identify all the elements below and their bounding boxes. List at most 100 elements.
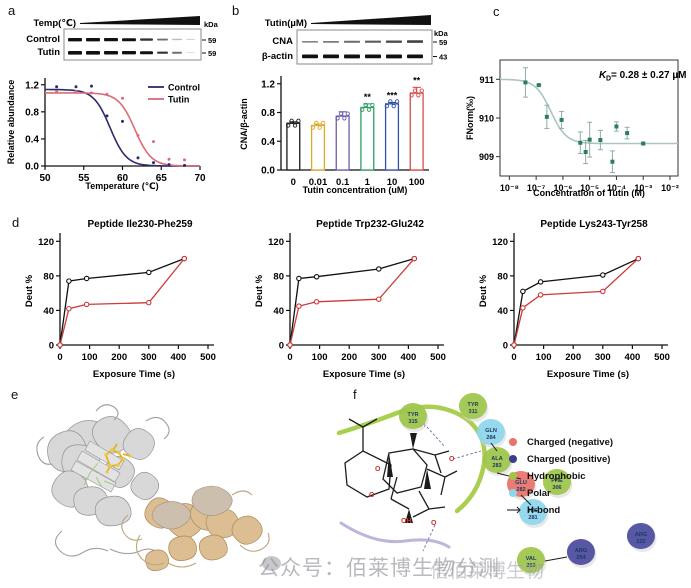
- panel-a-gradient-label: Temp(℃): [34, 18, 76, 29]
- ligand-atoms: [104, 448, 132, 474]
- panel-b-replicate-point: [416, 93, 421, 98]
- svg-text:O: O: [449, 456, 455, 463]
- panel-b-ytick: 0.4: [261, 137, 275, 148]
- panel-c-xtick: 10⁻⁶: [553, 183, 572, 193]
- panel-d-series-line: [513, 258, 639, 346]
- panel-d-ylabel: Deut %: [24, 274, 35, 307]
- panel-b-row-label-1: β-actin: [262, 51, 293, 62]
- panel-d-chart: Peptide Lys243-Tyr258 0 40 80 120 0 100 200 300 4…: [478, 219, 670, 380]
- panel-b-row-kda-0: 59: [439, 38, 447, 47]
- panel-a-data-point: [74, 85, 78, 89]
- protein-domain-catalytic: [36, 404, 170, 557]
- panel-c-xtick: 10⁻⁵: [580, 183, 599, 193]
- panel-b-significance-marker: ***: [387, 90, 398, 100]
- panel-a-ylabel: Relative abundance: [6, 80, 16, 165]
- panel-c-data-point: [577, 131, 583, 155]
- panel-a-data-point: [55, 90, 59, 94]
- panel-c-data-point: [609, 150, 615, 174]
- panel-b-blot-row-actin: β-actin 43: [262, 51, 447, 62]
- panel-c-kd-annotation: K D = 0.28 ± 0.27 µM: [599, 70, 686, 83]
- legend-label: Charged (positive): [527, 454, 610, 465]
- panel-d-data-point: [83, 301, 90, 308]
- panel-a-legend-label-1: Tutin: [168, 95, 189, 105]
- panel-b-bar: [286, 122, 301, 171]
- panel-d-data-point: [511, 342, 517, 348]
- legend-arrow-icon: [507, 506, 521, 514]
- residue-number: 122: [636, 539, 645, 545]
- pocket-contour-lower: [339, 521, 451, 549]
- panel-b-blot-row-cna: CNA 59: [272, 36, 447, 47]
- panel-a-data-point: [121, 119, 124, 123]
- panel-b-bar: [409, 92, 424, 171]
- panel-b-replicate-point: [370, 102, 375, 108]
- panel-d-chart-title: Peptide Ile230-Phe259: [87, 219, 192, 230]
- panel-b-xtick: 1: [365, 177, 371, 188]
- panel-a-xtick: 70: [194, 173, 206, 184]
- panel-b-kda-header: kDa: [434, 29, 449, 38]
- svg-text:O: O: [369, 492, 375, 499]
- panel-c-data-point: [559, 110, 565, 129]
- panel-a-data-point: [167, 157, 171, 161]
- panel-d-xtick: 400: [400, 352, 416, 363]
- panel-b-bar: [384, 103, 400, 171]
- panel-d-data-point: [83, 275, 90, 282]
- panel-c-xtick: 10⁻²: [661, 183, 679, 193]
- panel-a-xlabel: Temperature (℃): [85, 181, 158, 191]
- panel-b-xtick: 0.01: [309, 177, 328, 188]
- panel-d-ytick: 0: [279, 341, 284, 352]
- legend-dot-icon: [509, 455, 517, 463]
- panel-a-data-point: [90, 84, 93, 88]
- panel-b-label: b: [232, 3, 240, 18]
- panel-a-data-point: [90, 91, 93, 95]
- panel-a-data-point: [167, 163, 171, 167]
- panel-b-replicate-point: [317, 125, 322, 130]
- panel-b-ylabel: CNA/β-actin: [239, 98, 249, 150]
- panel-a-data-point: [105, 114, 109, 118]
- panel-c-ylabel: FNorm(‰): [465, 96, 475, 140]
- panel-c: c 909 910 911 10⁻⁸ 10⁻⁷ 10⁻⁶ 10⁻⁵ 10⁻⁴ 10⁻³ 10⁻²…: [460, 0, 691, 200]
- panel-a-row-label-1: Tutin: [37, 47, 60, 58]
- panel-c-data-point: [613, 121, 619, 132]
- panel-d-chart-title: Peptide Trp232-Glu242: [316, 219, 424, 230]
- residue-name: HIS: [528, 508, 538, 514]
- panel-d-ytick: 120: [268, 237, 284, 248]
- panel-d-xlabel: Exposure Time (s): [547, 369, 629, 380]
- panel-a-data-point: [74, 90, 78, 94]
- wechat-icon: [262, 556, 281, 571]
- panel-c-data-point: [522, 67, 528, 98]
- panel-b-replicate-point: [289, 118, 294, 123]
- panel-d-data-point: [600, 288, 606, 295]
- panel-b-replicate-point: [384, 103, 390, 109]
- legend-dot-icon: [509, 438, 517, 446]
- panel-c-data-point: [640, 141, 646, 146]
- panel-a-row-label-0: Control: [26, 34, 60, 45]
- panel-b-ytick: 0.0: [261, 166, 275, 177]
- residue-number: 253: [526, 563, 535, 569]
- panel-b-replicate-point: [335, 116, 340, 121]
- panel-b-replicate-point: [310, 125, 316, 130]
- panel-a-data-point: [105, 92, 109, 96]
- panel-b: b Tutin(µM) kDa CNA 59 β-actin: [225, 0, 460, 200]
- watermark-text: 公众号：佰莱博生物分测: [258, 556, 500, 580]
- panel-a-xtick: 55: [78, 173, 90, 184]
- panel-d-data-point: [411, 255, 418, 262]
- panel-d-data-point: [313, 273, 320, 280]
- panel-c-kd-subscript: D: [606, 76, 611, 83]
- tutin-gradient-wedge: [311, 15, 431, 25]
- panel-d: d Peptide Ile230-Phe259 0 40 80 120 0 100 200 30…: [0, 205, 691, 385]
- panel-c-data-point: [624, 126, 630, 140]
- legend-label: Hydrophobic: [527, 471, 586, 482]
- panel-b-xtick: 10: [387, 177, 398, 188]
- panel-d-ytick: 120: [38, 237, 54, 248]
- panel-d-data-point: [537, 292, 544, 298]
- panel-b-significance-marker: **: [364, 92, 372, 102]
- panel-c-data-point: [536, 83, 542, 88]
- panel-b-chart: 0.00.40.81.2 ** ***** 0 0.01 0.1 1 10 100 Tuti…: [239, 75, 429, 195]
- panel-d-ytick: 40: [273, 306, 284, 317]
- panel-b-bar: [335, 115, 350, 171]
- panel-d-xtick: 300: [141, 352, 157, 363]
- panel-d-ytick: 40: [43, 306, 54, 317]
- panel-a-data-point: [183, 158, 186, 162]
